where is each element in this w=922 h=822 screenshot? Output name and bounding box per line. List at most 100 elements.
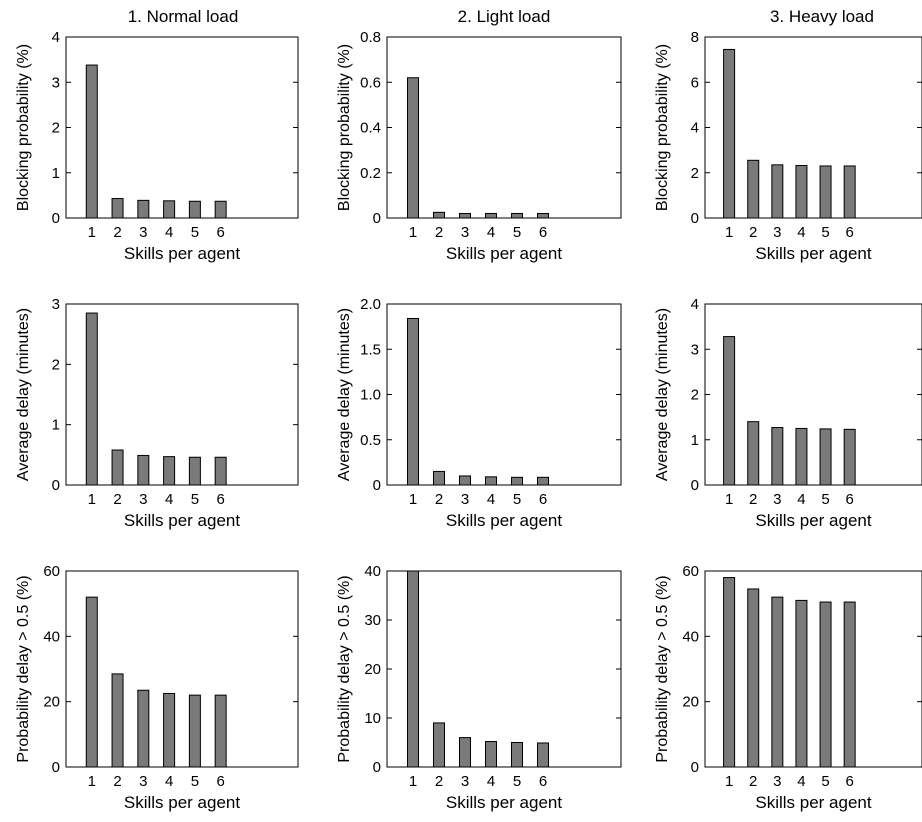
y-axis-label: Probability delay > 0.5 (%) [336,575,353,762]
x-tick-label: 5 [191,491,199,508]
x-tick-label: 3 [139,773,147,790]
bar-skills-5 [188,694,201,768]
x-tick-label: 2 [113,773,121,790]
bar-skills-1 [85,312,98,486]
axes-frame [65,303,299,486]
y-tick-label: 4 [691,296,699,313]
y-tick-label: 1.5 [360,341,381,358]
bar-skills-3 [459,475,471,486]
axes-frame [65,36,299,219]
bar-skills-5 [819,601,832,768]
axes-frame [704,36,922,219]
axes-frame [386,303,622,486]
bar-skills-1 [407,570,419,768]
y-tick-label: 2.0 [360,296,381,313]
x-axis-label: Skills per agent [124,793,241,812]
y-tick-label: 40 [364,563,381,580]
bar-skills-6 [843,428,856,486]
y-tick-label: 0 [52,477,60,494]
bar-skills-2 [433,470,445,486]
bar-skills-5 [511,212,523,219]
bar-skills-5 [819,428,832,486]
y-tick-label: 20 [364,661,381,678]
y-tick-label: 2 [691,165,699,182]
bar-skills-3 [459,737,471,768]
bar-skills-2 [747,159,760,219]
bar-skills-5 [188,200,201,219]
bar-skills-6 [537,476,549,486]
bar-skills-2 [111,198,124,219]
bar-skills-3 [771,427,784,486]
y-tick-label: 0 [373,759,381,776]
y-tick-label: 8 [691,29,699,46]
x-tick-label: 2 [749,224,757,241]
y-tick-label: 40 [682,628,699,645]
x-tick-label: 3 [461,224,469,241]
bar-skills-6 [843,165,856,219]
y-axis-label: Blocking probability (%) [654,44,671,211]
bar-skills-4 [795,427,808,486]
bar-skills-6 [214,200,227,219]
y-tick-label: 0 [691,759,699,776]
bar-skills-1 [407,317,419,486]
x-tick-label: 2 [435,491,443,508]
bar-skills-1 [723,577,736,768]
bar-skills-5 [819,165,832,219]
x-tick-label: 6 [539,224,547,241]
y-tick-label: 2 [52,356,60,373]
bar-skills-6 [214,456,227,486]
x-tick-label: 1 [88,224,96,241]
x-tick-label: 6 [845,773,853,790]
bar-skills-4 [163,456,176,486]
x-tick-label: 5 [513,224,521,241]
y-tick-label: 0.4 [360,120,381,137]
x-tick-label: 3 [139,491,147,508]
x-tick-label: 3 [773,773,781,790]
y-tick-label: 3 [691,341,699,358]
x-tick-label: 4 [797,773,805,790]
axes-frame [704,570,922,768]
x-tick-label: 3 [461,491,469,508]
bar-skills-3 [771,596,784,768]
x-tick-label: 4 [797,491,805,508]
y-tick-label: 6 [691,74,699,91]
x-tick-label: 6 [539,773,547,790]
column-title-heavy-load: 3. Heavy load [770,7,874,26]
panel-1-1: 0 0.5 1.0 1.5 2.0 1 2 3 4 5 6 Skills per agent Avera… [336,296,622,530]
bar-skills-5 [511,742,523,768]
x-tick-label: 2 [435,224,443,241]
bar-skills-4 [163,200,176,219]
bar-skills-4 [163,693,176,768]
y-tick-label: 1 [52,417,60,434]
x-tick-label: 1 [88,491,96,508]
y-tick-label: 1 [691,432,699,449]
y-tick-label: 4 [52,29,60,46]
x-tick-label: 6 [216,224,224,241]
x-tick-label: 1 [409,224,417,241]
x-tick-label: 2 [113,224,121,241]
x-tick-label: 4 [487,224,495,241]
y-tick-label: 0 [373,210,381,227]
x-tick-label: 5 [513,773,521,790]
x-tick-label: 3 [773,491,781,508]
y-tick-label: 0 [52,210,60,227]
y-tick-label: 30 [364,612,381,629]
bar-skills-1 [723,336,736,486]
bar-skills-6 [843,601,856,768]
y-tick-label: 10 [364,710,381,727]
y-tick-label: 2 [52,120,60,137]
x-axis-label: Skills per agent [446,793,563,812]
bar-skills-3 [137,689,150,768]
x-tick-label: 2 [435,773,443,790]
bar-skills-1 [85,596,98,768]
x-tick-label: 5 [191,224,199,241]
y-tick-label: 0.6 [360,74,381,91]
x-tick-label: 3 [773,224,781,241]
y-tick-label: 0 [691,210,699,227]
x-tick-label: 3 [461,773,469,790]
